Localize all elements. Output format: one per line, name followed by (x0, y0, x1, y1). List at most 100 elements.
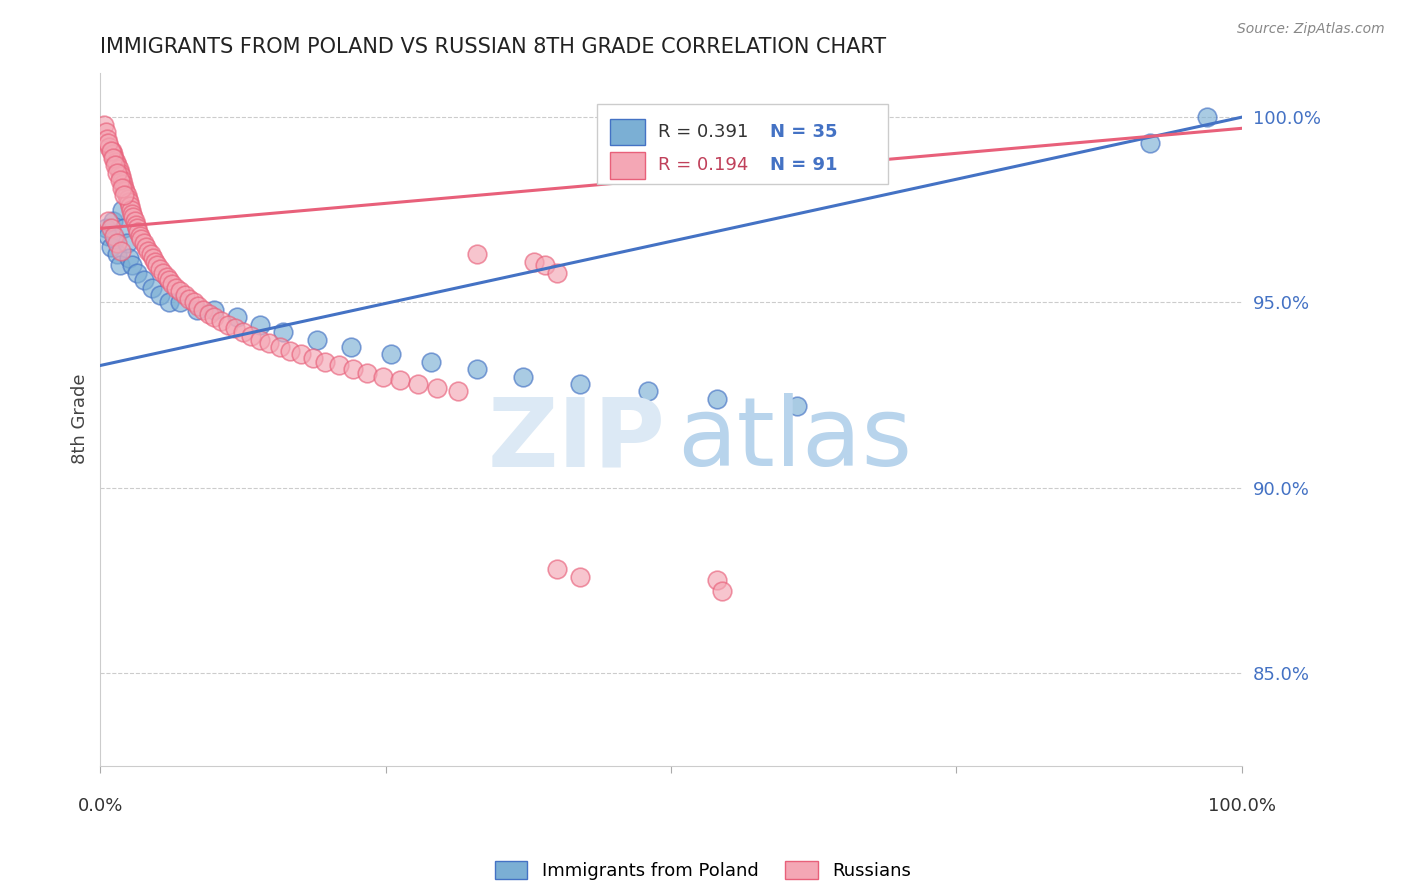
Point (129, 228, 152, 243)
Point (141, 280, 163, 294)
Point (101, 151, 124, 165)
Point (104, 158, 127, 172)
Point (186, 302, 208, 317)
Point (204, 302, 226, 317)
Point (136, 244, 159, 258)
Point (465, 362, 488, 376)
Point (249, 333, 271, 347)
Point (169, 285, 191, 299)
Point (132, 236, 155, 251)
Point (278, 343, 301, 358)
Point (446, 384, 468, 399)
Point (546, 266, 568, 280)
Point (157, 295, 180, 310)
FancyBboxPatch shape (596, 104, 887, 184)
Point (93, 118, 115, 132)
Point (111, 173, 134, 187)
Point (152, 266, 174, 280)
Point (169, 295, 191, 310)
Point (101, 147, 124, 161)
Point (107, 158, 129, 172)
Point (121, 259, 143, 273)
Point (125, 266, 148, 280)
Point (546, 562, 568, 576)
Point (232, 325, 254, 339)
Point (568, 376, 591, 391)
Point (711, 584, 734, 599)
Point (110, 169, 132, 184)
Text: N = 91: N = 91 (770, 156, 838, 174)
Point (1139, 136, 1161, 150)
Point (114, 184, 136, 198)
Point (142, 251, 165, 265)
Point (314, 355, 336, 369)
Point (187, 299, 209, 313)
Point (111, 202, 134, 217)
Text: atlas: atlas (676, 393, 912, 486)
Point (120, 202, 142, 217)
Point (706, 392, 728, 406)
Point (356, 366, 378, 380)
Point (224, 321, 246, 335)
Point (143, 254, 166, 268)
Point (94, 125, 117, 139)
Point (226, 310, 249, 325)
Point (118, 199, 141, 213)
Point (157, 273, 180, 287)
Point (240, 328, 263, 343)
Point (420, 355, 443, 369)
Point (155, 269, 177, 284)
Point (786, 399, 808, 413)
Point (125, 218, 148, 232)
Point (191, 302, 214, 317)
Point (1197, 110, 1219, 124)
Point (512, 369, 534, 384)
Point (96, 132, 118, 146)
Point (183, 295, 205, 310)
Point (135, 240, 157, 254)
Point (328, 359, 350, 373)
Bar (610, 153, 645, 178)
Point (249, 318, 271, 332)
Point (173, 288, 195, 302)
Point (107, 166, 129, 180)
Point (122, 211, 145, 225)
Point (340, 340, 363, 354)
Point (118, 251, 141, 265)
Point (100, 240, 122, 254)
Point (124, 214, 146, 228)
Point (97, 228, 120, 243)
Point (380, 347, 402, 361)
Point (103, 228, 125, 243)
Text: Source: ZipAtlas.com: Source: ZipAtlas.com (1237, 22, 1385, 37)
Point (125, 221, 148, 235)
Point (426, 381, 449, 395)
Point (131, 232, 153, 246)
Point (179, 292, 201, 306)
Point (94, 221, 117, 235)
Point (139, 247, 162, 261)
Point (165, 280, 187, 294)
Point (112, 221, 135, 235)
Point (115, 236, 138, 251)
Point (104, 232, 127, 246)
Point (149, 262, 172, 277)
Point (118, 195, 141, 210)
Point (112, 180, 135, 194)
Text: N = 35: N = 35 (770, 122, 838, 141)
Point (149, 288, 172, 302)
Point (112, 188, 135, 202)
Point (269, 340, 291, 354)
Point (204, 310, 226, 325)
Point (465, 247, 488, 261)
Point (110, 244, 132, 258)
Point (523, 254, 546, 268)
Point (107, 236, 129, 251)
Point (271, 325, 294, 339)
Point (108, 166, 131, 180)
Point (132, 273, 155, 287)
Point (534, 259, 557, 273)
Text: R = 0.194: R = 0.194 (658, 156, 749, 174)
Point (259, 336, 281, 351)
Point (290, 347, 312, 361)
